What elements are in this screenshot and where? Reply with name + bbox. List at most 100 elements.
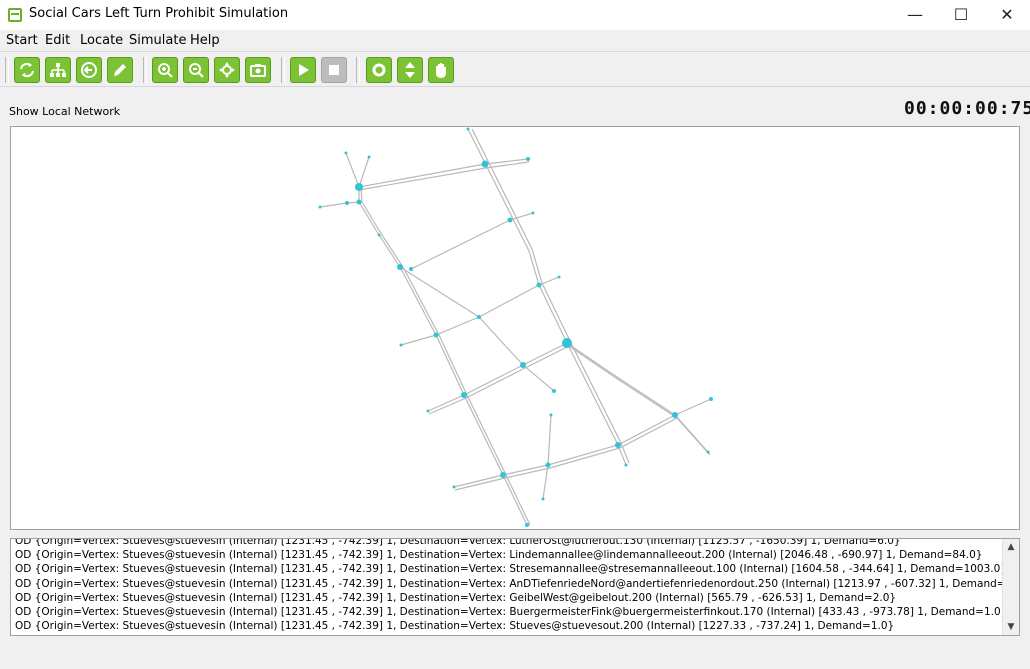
network-node[interactable] — [453, 486, 456, 489]
scroll-up-button[interactable]: ▲ — [1003, 539, 1019, 555]
network-node[interactable] — [615, 442, 621, 448]
network-node[interactable] — [477, 315, 481, 319]
network-node[interactable] — [368, 156, 371, 159]
toolbar-separator — [143, 57, 147, 83]
network-node[interactable] — [319, 206, 322, 209]
hand-icon — [432, 61, 450, 79]
log-line: OD {Origin=Vertex: Stueves@stuevesin (In… — [15, 538, 1000, 548]
network-node[interactable] — [709, 397, 713, 401]
road-edge — [675, 399, 711, 415]
network-node[interactable] — [542, 498, 545, 501]
network-node[interactable] — [355, 183, 363, 191]
network-node[interactable] — [378, 234, 381, 237]
network-node[interactable] — [461, 392, 467, 398]
network-node[interactable] — [546, 463, 551, 468]
network-node[interactable] — [537, 283, 542, 288]
network-node[interactable] — [552, 389, 556, 393]
network-node[interactable] — [409, 267, 413, 271]
window-title: Social Cars Left Turn Prohibit Simulatio… — [29, 6, 288, 21]
network-canvas[interactable] — [10, 126, 1020, 530]
network-node[interactable] — [345, 152, 348, 155]
network-node[interactable] — [434, 333, 439, 338]
network-node[interactable] — [550, 414, 553, 417]
edit-button[interactable] — [107, 57, 133, 83]
road-edge — [569, 346, 710, 455]
pan-button[interactable] — [214, 57, 240, 83]
toolbar-separator — [356, 57, 360, 83]
network-node[interactable] — [357, 200, 362, 205]
scroll-down-button[interactable]: ▼ — [1003, 619, 1019, 635]
minimize-button[interactable]: — — [892, 0, 938, 30]
zoom-out-icon — [187, 61, 205, 79]
road-edge — [359, 157, 369, 187]
road-edge — [359, 162, 529, 190]
stop-button[interactable] — [321, 57, 347, 83]
circle-icon — [370, 61, 388, 79]
log-line: OD {Origin=Vertex: Stueves@stuevesin (In… — [15, 562, 1000, 576]
status-bar — [0, 640, 1030, 669]
log-line: OD {Origin=Vertex: Stueves@stuevesin (In… — [15, 619, 1000, 633]
network-node[interactable] — [500, 472, 506, 478]
network-node[interactable] — [520, 362, 526, 368]
maximize-button[interactable]: ☐ — [938, 0, 984, 30]
network-node[interactable] — [526, 157, 530, 161]
menu-help[interactable]: Help — [190, 33, 220, 48]
network-node[interactable] — [467, 128, 470, 131]
network-node[interactable] — [532, 212, 535, 215]
menu-locate[interactable]: Locate — [80, 33, 123, 48]
node-button[interactable] — [366, 57, 392, 83]
od-log-output[interactable]: OD {Origin=Vertex: Stueves@stuevesin (In… — [10, 538, 1020, 636]
network-node[interactable] — [625, 464, 628, 467]
network-node[interactable] — [397, 264, 403, 270]
network-node[interactable] — [558, 276, 561, 279]
log-scrollbar[interactable]: ▲ ▼ — [1002, 539, 1019, 635]
play-icon — [294, 61, 312, 79]
title-bar: Social Cars Left Turn Prohibit Simulatio… — [0, 0, 1030, 30]
network-node[interactable] — [707, 451, 710, 454]
vertical-arrows-icon — [401, 61, 419, 79]
toolbar — [0, 53, 1030, 87]
menu-simulate[interactable]: Simulate — [129, 33, 186, 48]
zoom-in-icon — [156, 61, 174, 79]
network-node[interactable] — [672, 412, 678, 418]
zoom-out-button[interactable] — [183, 57, 209, 83]
pan-move-icon — [218, 61, 236, 79]
road-edge — [428, 343, 567, 411]
menu-start[interactable]: Start — [6, 33, 38, 48]
network-node[interactable] — [400, 344, 403, 347]
network-tree-button[interactable] — [45, 57, 71, 83]
network-node[interactable] — [525, 523, 529, 527]
play-button[interactable] — [290, 57, 316, 83]
log-line: OD {Origin=Vertex: Stueves@stuevesin (In… — [15, 548, 1000, 562]
pencil-icon — [111, 61, 129, 79]
refresh-button[interactable] — [14, 57, 40, 83]
road-network-graph[interactable] — [11, 127, 1020, 530]
close-button[interactable]: ✕ — [984, 0, 1030, 30]
network-node[interactable] — [562, 338, 572, 348]
back-button[interactable] — [76, 57, 102, 83]
road-edge — [401, 277, 559, 345]
refresh-icon — [18, 61, 36, 79]
road-edge — [543, 415, 551, 499]
log-line: OD {Origin=Vertex: Stueves@stuevesin (In… — [15, 577, 1000, 591]
road-edge — [429, 346, 569, 414]
zoom-in-button[interactable] — [152, 57, 178, 83]
log-lines: OD {Origin=Vertex: Stueves@stuevesin (In… — [15, 538, 1000, 633]
app-window-icon — [8, 8, 22, 22]
road-edge — [454, 415, 675, 487]
menu-edit[interactable]: Edit — [45, 33, 70, 48]
road-edge — [400, 267, 554, 391]
network-node[interactable] — [508, 218, 513, 223]
hand-tool-button[interactable] — [428, 57, 454, 83]
network-tree-icon — [49, 61, 67, 79]
toolbar-grip[interactable] — [5, 57, 9, 83]
network-node[interactable] — [427, 410, 430, 413]
network-node[interactable] — [482, 161, 489, 168]
screenshot-button[interactable] — [245, 57, 271, 83]
network-node[interactable] — [345, 201, 349, 205]
stop-icon — [325, 61, 343, 79]
road-edge — [468, 129, 626, 465]
vertical-move-button[interactable] — [397, 57, 423, 83]
back-arrow-icon — [80, 61, 98, 79]
camera-icon — [249, 61, 267, 79]
